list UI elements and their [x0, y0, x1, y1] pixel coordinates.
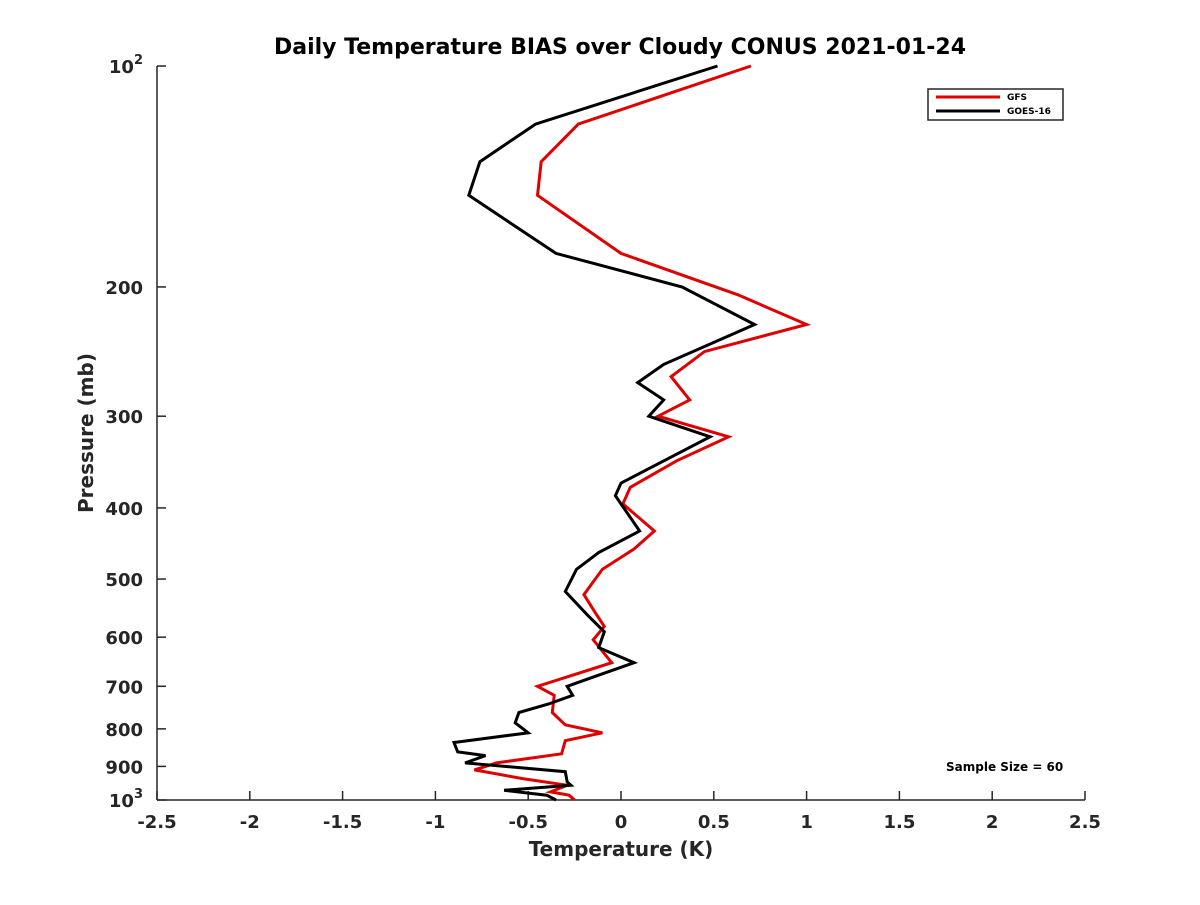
x-tick-label: 1.5 [883, 812, 915, 833]
y-tick-label-exponent: 2 [134, 53, 143, 68]
y-tick-label-base: 10 [109, 57, 134, 78]
y-tick-label: 300 [105, 407, 143, 428]
series-lines [451, 64, 812, 802]
y-tick-label-base: 400 [105, 499, 143, 520]
x-tick-label: 2.5 [1069, 812, 1101, 833]
y-tick-label: 600 [105, 628, 143, 649]
y-tick-label-exponent: 3 [134, 787, 143, 802]
y-tick-label: 103 [109, 787, 143, 812]
y-tick-label-base: 800 [105, 720, 143, 741]
sample-size-annotation: Sample Size = 60 [946, 760, 1063, 774]
y-tick-label-base: 600 [105, 628, 143, 649]
y-tick-label-base: 200 [105, 278, 143, 299]
legend: GFS GOES-16 [927, 88, 1064, 121]
y-tick-label-base: 700 [105, 677, 143, 698]
y-tick-label-base: 300 [105, 407, 143, 428]
x-tick-label: 1 [800, 812, 813, 833]
y-tick-label-base: 900 [105, 757, 143, 778]
x-axis-ticks: -2.5 -2 -1.5 -1 -0.5 0 0.5 1 1.5 2 2.5 [137, 791, 1101, 833]
legend-box [927, 88, 1064, 121]
x-tick-label: -0.5 [509, 812, 548, 833]
x-tick-label: -2 [240, 812, 260, 833]
x-tick-label: -2.5 [137, 812, 176, 833]
y-tick-label: 102 [109, 53, 143, 78]
legend-label: GOES-16 [1007, 107, 1051, 117]
chart-title: Daily Temperature BIAS over Cloudy CONUS… [274, 35, 966, 60]
y-axis-label: Pressure (mb) [74, 353, 98, 513]
x-tick-label: -1 [425, 812, 445, 833]
x-tick-label: 0.5 [698, 812, 730, 833]
y-tick-label: 800 [105, 720, 143, 741]
x-axis-label: Temperature (K) [529, 837, 714, 861]
series-line-goes-16 [451, 64, 759, 802]
x-tick-label: 2 [986, 812, 999, 833]
series-line-gfs [473, 64, 812, 802]
y-tick-label: 400 [105, 499, 143, 520]
y-tick-label: 900 [105, 757, 143, 778]
legend-label: GFS [1007, 93, 1027, 103]
y-tick-label: 200 [105, 278, 143, 299]
y-tick-label: 700 [105, 677, 143, 698]
x-tick-label: 0 [615, 812, 628, 833]
y-tick-label-base: 10 [109, 791, 134, 812]
x-tick-label: -1.5 [323, 812, 362, 833]
y-tick-label: 500 [105, 570, 143, 591]
y-tick-label-base: 500 [105, 570, 143, 591]
plot-axes [156, 66, 1085, 801]
